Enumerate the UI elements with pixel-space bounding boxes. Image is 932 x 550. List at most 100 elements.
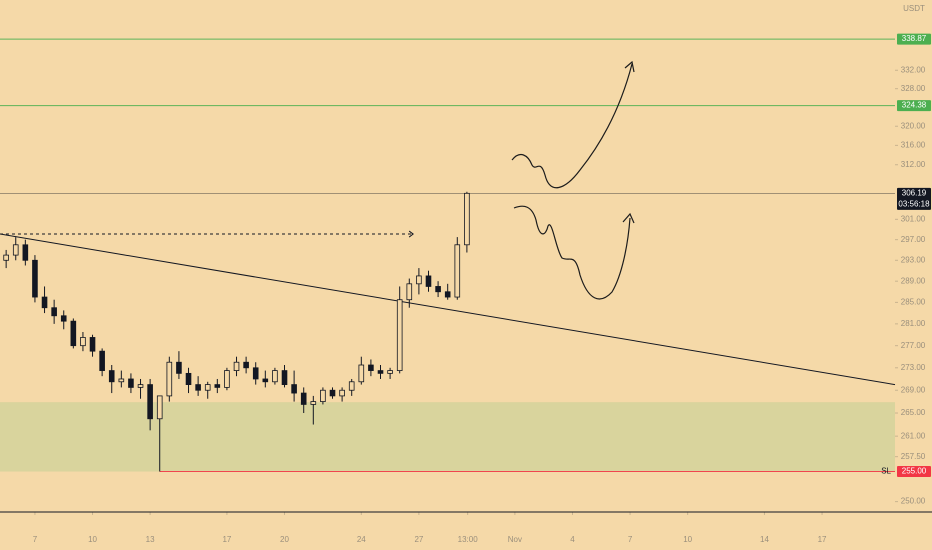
price-label: 338.87 [902, 34, 927, 43]
candle-body [444, 291, 451, 298]
unit-label: USDT [903, 4, 925, 13]
x-tick-label: 14 [760, 535, 769, 544]
candle-body [224, 370, 230, 388]
candle-body [214, 384, 221, 388]
price-label-box [897, 33, 931, 45]
y-tick-label: 320.00 [901, 121, 926, 130]
y-tick-label: 285.00 [901, 297, 926, 306]
candle-body [252, 367, 259, 380]
scenario-arrow-up [511, 63, 633, 189]
candle-body [195, 384, 201, 391]
price-label-box [897, 100, 931, 112]
x-tick-label: 13 [146, 535, 155, 544]
y-tick-label: 328.00 [901, 84, 926, 93]
candle-body [60, 315, 67, 322]
candle-body [108, 370, 115, 383]
candle-body [300, 392, 307, 405]
y-tick-label: 289.00 [901, 276, 926, 285]
y-tick-label: 273.00 [901, 363, 926, 372]
candle-body [368, 364, 374, 371]
level-name: SL [881, 467, 891, 476]
arrowhead [624, 60, 635, 73]
x-tick-label: 27 [414, 535, 423, 544]
y-tick-label: 277.00 [901, 341, 926, 350]
candle-body [396, 299, 403, 371]
y-tick-label: 261.00 [901, 431, 926, 440]
y-tick-label: 297.00 [901, 235, 926, 244]
candle-body [99, 350, 105, 371]
candle-body [348, 381, 355, 391]
y-tick-label: 257.50 [901, 452, 926, 461]
trendline [0, 233, 896, 386]
candle-body [320, 389, 326, 402]
y-tick-label: 265.00 [901, 408, 926, 417]
candle-body [166, 361, 173, 397]
support-zone [0, 402, 895, 472]
candle-body [435, 286, 441, 293]
x-tick-label: 4 [570, 535, 575, 544]
candle-body [310, 401, 317, 405]
candle-body [89, 337, 96, 352]
candle-body [377, 370, 384, 374]
countdown-label: 03:56:18 [898, 199, 930, 208]
price-label-box [897, 466, 931, 478]
candle-body [281, 370, 288, 385]
candle-body [358, 364, 365, 383]
candle-body [387, 370, 393, 374]
x-tick-label: 7 [33, 535, 38, 544]
candle-body [454, 244, 461, 298]
candle-body [425, 275, 432, 287]
candle-body [464, 192, 470, 246]
scenario-arrow-down [513, 205, 631, 300]
x-tick-label: 17 [818, 535, 827, 544]
candle-body [147, 384, 153, 420]
dashed-arrowhead [408, 230, 414, 238]
y-tick-label: 332.00 [901, 65, 926, 74]
candle-body [118, 378, 125, 383]
candle-body [185, 372, 192, 385]
candle-body [243, 361, 249, 369]
candle-body [41, 296, 48, 309]
candle-body [70, 320, 77, 347]
arrowhead [622, 212, 635, 224]
candle-body [416, 275, 422, 285]
x-tick-label: 13:00 [458, 535, 479, 544]
candle-body [272, 370, 278, 383]
candle-body [3, 254, 9, 261]
candle-body [233, 361, 240, 371]
candle-body [156, 395, 163, 420]
candle-body [22, 244, 29, 261]
candle-body [339, 389, 345, 397]
candle-body [204, 384, 211, 391]
y-tick-label: 293.00 [901, 255, 926, 264]
candle-body [137, 384, 144, 388]
x-tick-label: 10 [88, 535, 97, 544]
x-tick-label: 10 [683, 535, 692, 544]
candle-body [51, 307, 57, 317]
x-tick-label: 24 [357, 535, 366, 544]
x-tick-label: 7 [628, 535, 633, 544]
candle-body [128, 378, 134, 388]
candle-body [80, 337, 86, 347]
candle-body [406, 283, 413, 301]
y-tick-label: 281.00 [901, 319, 926, 328]
price-label: 255.00 [902, 467, 927, 476]
x-tick-label: 20 [280, 535, 289, 544]
price-label: 324.38 [902, 101, 927, 110]
y-tick-label: 250.00 [901, 497, 926, 506]
y-tick-label: 301.00 [901, 214, 926, 223]
price-label-box [897, 187, 931, 210]
candle-body [32, 259, 38, 298]
y-tick-label: 312.00 [901, 160, 926, 169]
y-tick-label: 269.00 [901, 385, 926, 394]
candle-body [291, 384, 297, 394]
candle-body [262, 378, 269, 383]
candle-body [176, 361, 182, 374]
candle-body [329, 389, 336, 397]
x-tick-label: Nov [508, 535, 522, 544]
y-tick-label: 316.00 [901, 140, 926, 149]
candle-body [12, 244, 19, 256]
x-tick-label: 17 [222, 535, 231, 544]
price-label: 306.19 [902, 188, 927, 197]
